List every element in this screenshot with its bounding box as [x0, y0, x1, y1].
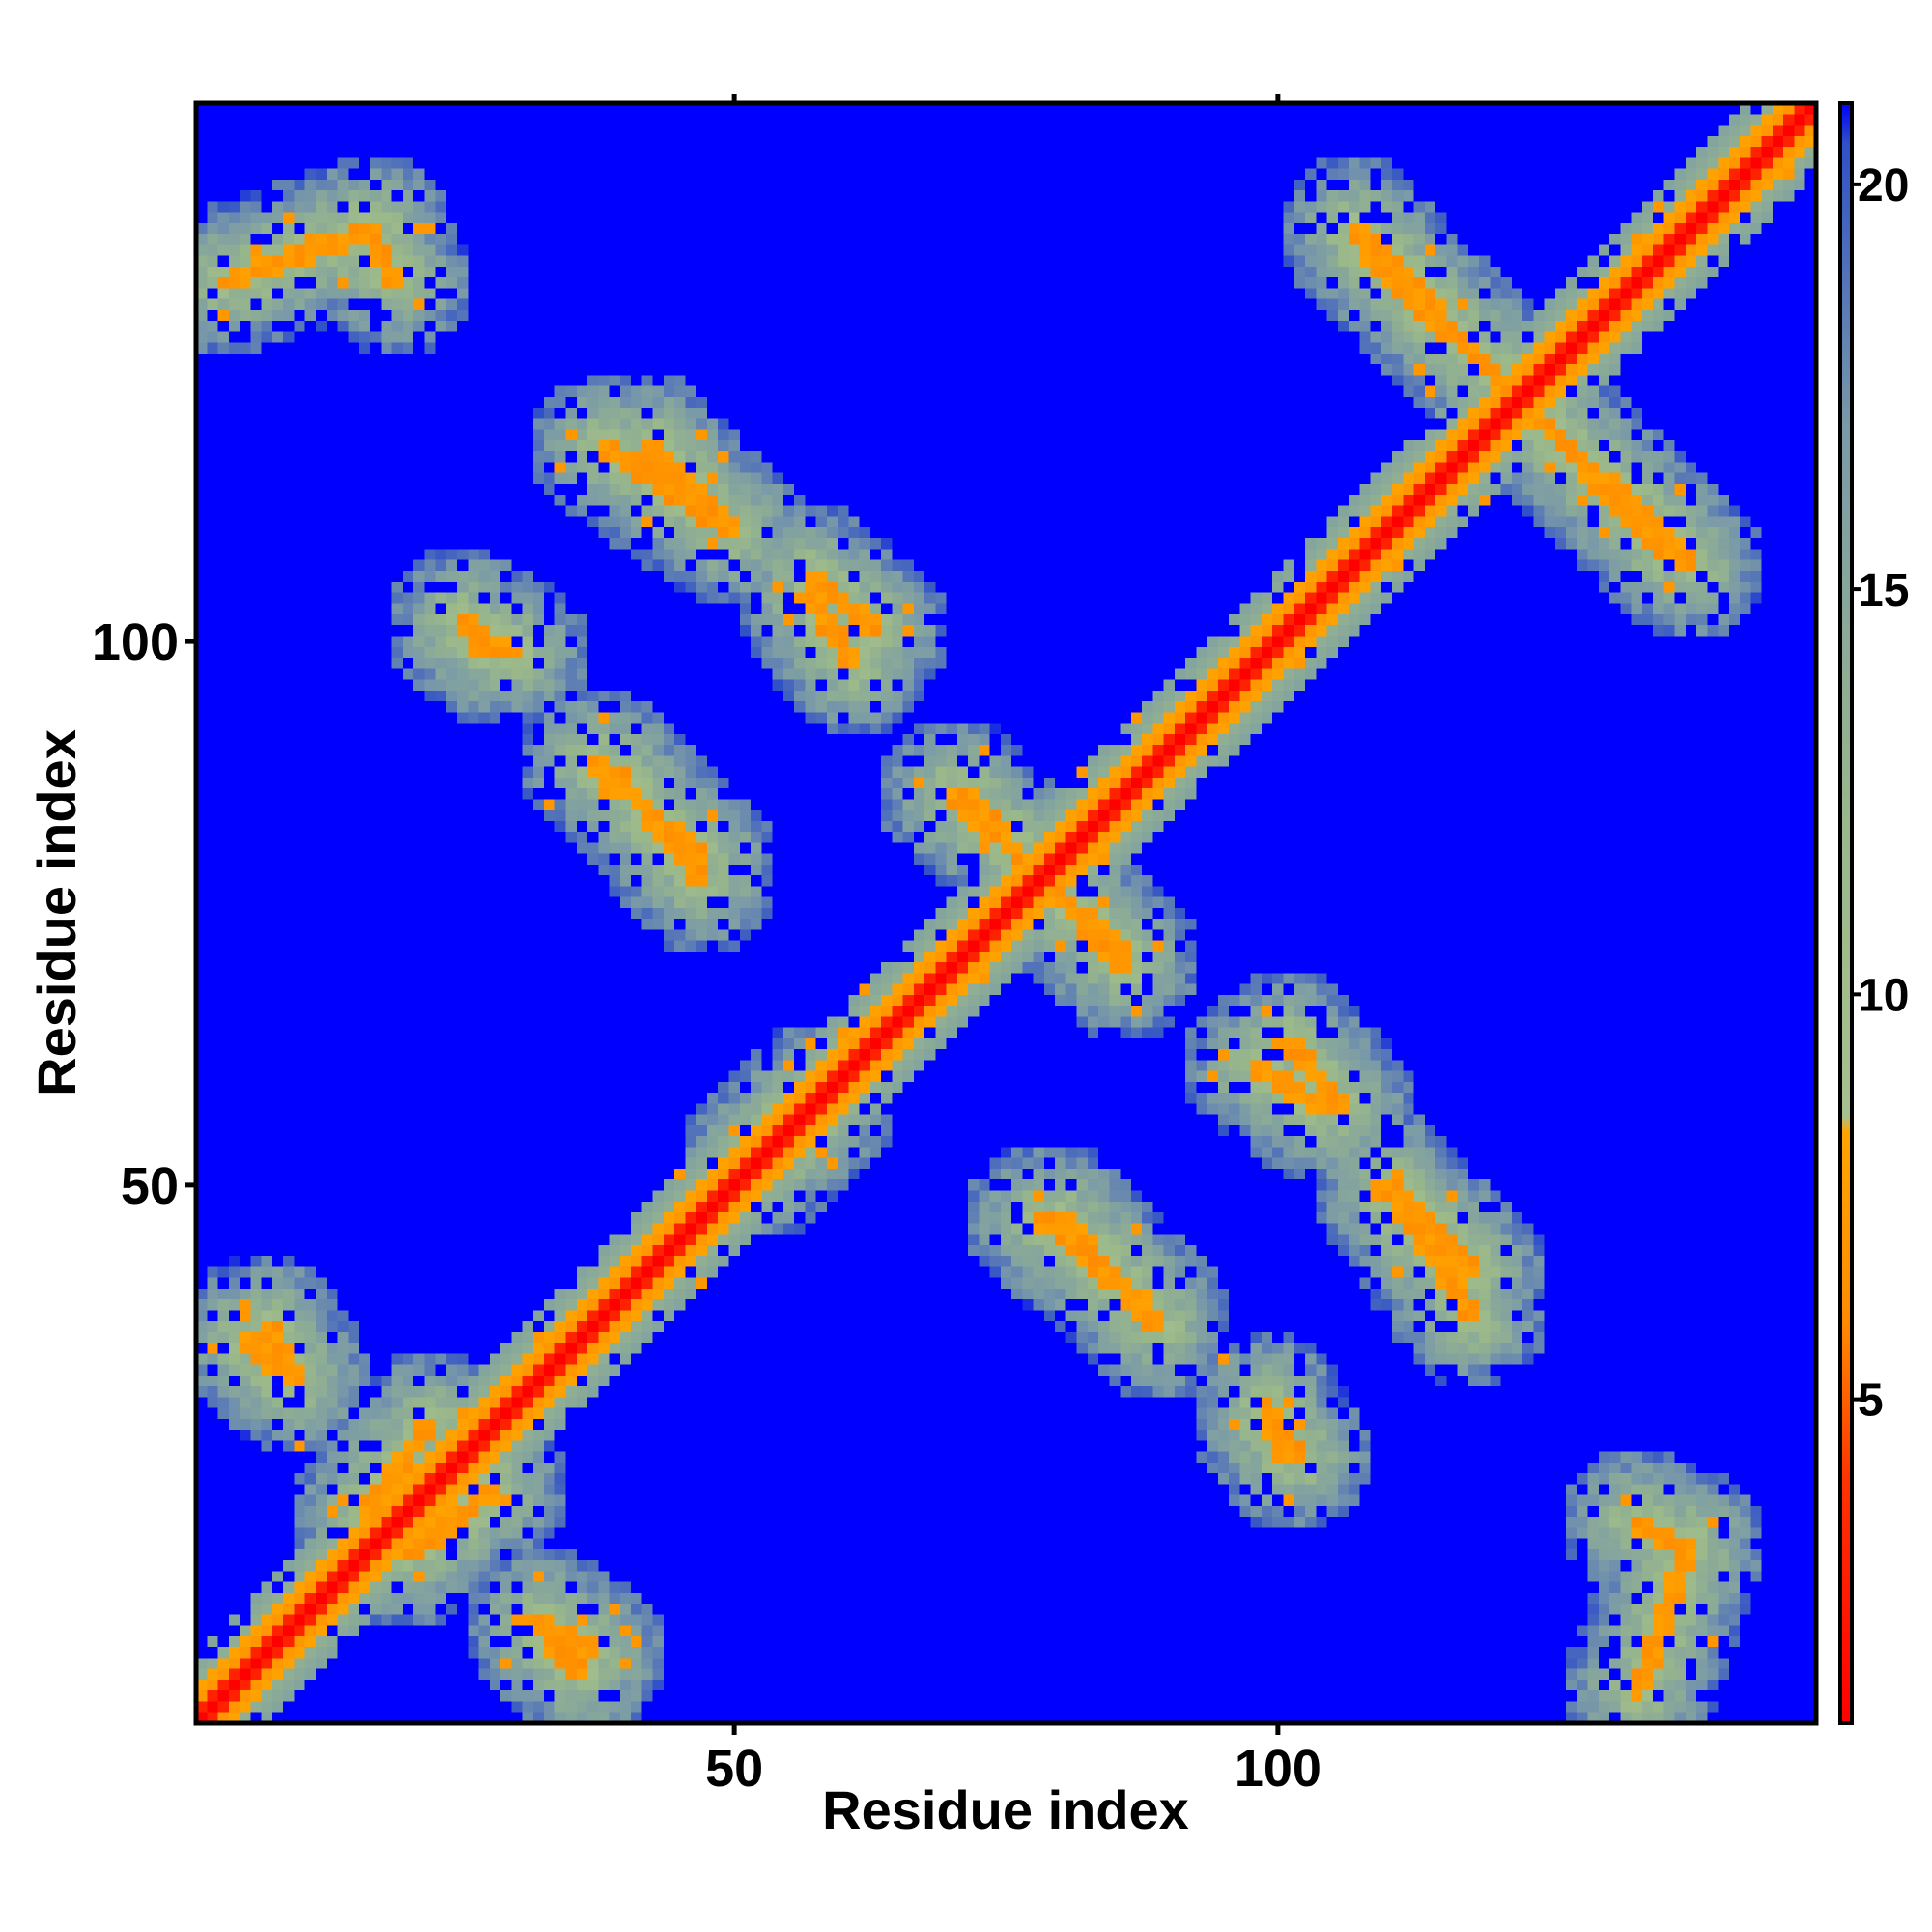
plot-frame [193, 100, 1819, 1726]
colorbar-tick-label: 15 [1858, 565, 1909, 616]
heatmap-image [196, 103, 1816, 1723]
colorbar-tick-label: 20 [1858, 160, 1909, 212]
y-axis: 50 100 [92, 613, 196, 1215]
x-axis-title: Residue index [822, 1779, 1189, 1840]
colorbar-tick-label: 5 [1858, 1376, 1884, 1427]
y-tick-label: 50 [121, 1157, 179, 1215]
y-tick-label: 100 [92, 613, 179, 671]
x-tick-label: 50 [705, 1740, 763, 1798]
heatmap-cells [196, 103, 1816, 1723]
x-tick-label: 100 [1235, 1740, 1321, 1798]
colorbar [1838, 101, 1854, 1725]
colorbar-tick-label: 10 [1858, 970, 1909, 1021]
y-axis-title: Residue index [26, 729, 87, 1096]
x-axis: 50 100 [705, 94, 1321, 1798]
colorbar-axis: 5 10 15 20 [1852, 160, 1909, 1427]
